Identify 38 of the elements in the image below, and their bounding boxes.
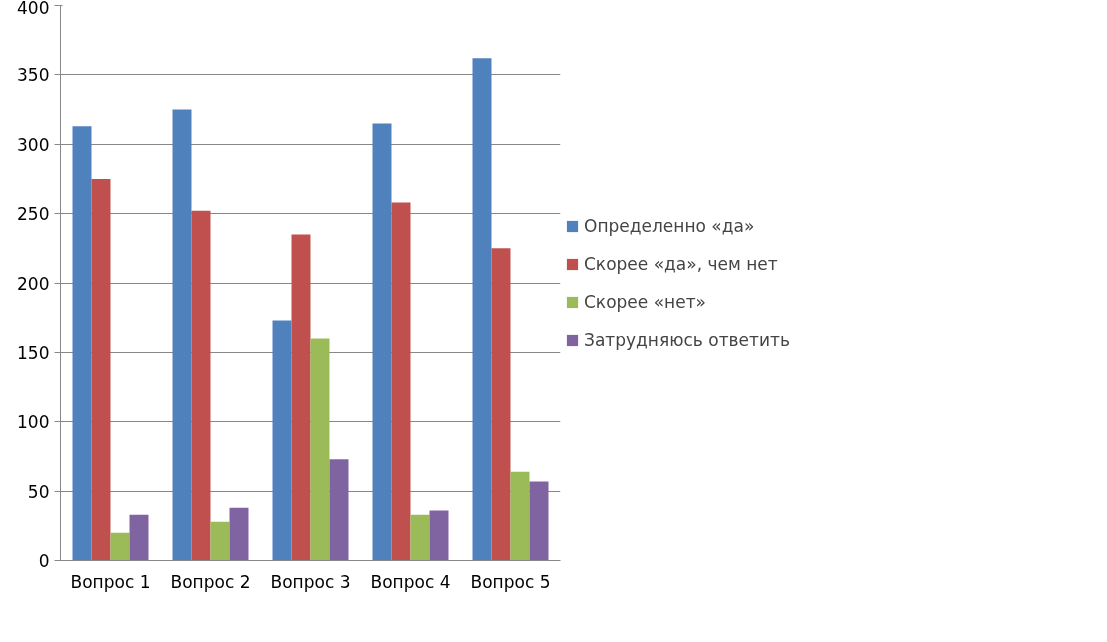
y-tick-label: 200 bbox=[17, 273, 50, 294]
bar bbox=[391, 202, 411, 561]
bar bbox=[491, 248, 511, 561]
x-tick-label: Вопрос 1 bbox=[70, 571, 151, 592]
y-tick-label: 400 bbox=[17, 0, 50, 18]
bar bbox=[291, 234, 311, 561]
x-tick-label: Вопрос 2 bbox=[170, 571, 251, 592]
y-tick-label: 300 bbox=[17, 134, 50, 155]
x-tick-label: Вопрос 3 bbox=[270, 571, 351, 592]
x-tick-label: Вопрос 5 bbox=[470, 571, 551, 592]
legend-label: Затрудняюсь ответить bbox=[584, 329, 790, 350]
bar bbox=[210, 521, 230, 561]
legend-label: Определенно «да» bbox=[584, 215, 755, 236]
legend-label: Скорее «да», чем нет bbox=[584, 253, 778, 274]
bar bbox=[472, 58, 492, 561]
y-tick-label: 0 bbox=[38, 551, 50, 571]
bar bbox=[172, 109, 192, 561]
bar bbox=[72, 126, 92, 561]
bar bbox=[129, 514, 149, 561]
bar bbox=[272, 320, 292, 561]
y-tick-label: 100 bbox=[17, 412, 50, 433]
y-tick-label: 350 bbox=[17, 65, 50, 86]
bar bbox=[329, 459, 349, 561]
y-tick-label: 50 bbox=[27, 481, 50, 502]
y-tick-label: 250 bbox=[17, 204, 50, 225]
legend-label: Скорее «нет» bbox=[584, 291, 706, 312]
bar bbox=[229, 507, 249, 561]
x-tick-label: Вопрос 4 bbox=[370, 571, 451, 592]
bar bbox=[310, 338, 330, 561]
bar bbox=[191, 210, 211, 561]
bar bbox=[410, 514, 430, 561]
bar bbox=[510, 471, 530, 561]
bar bbox=[91, 178, 111, 561]
bar bbox=[372, 123, 392, 561]
bar bbox=[429, 510, 449, 561]
y-tick-label: 150 bbox=[17, 342, 50, 363]
bar bbox=[110, 532, 130, 561]
bar bbox=[529, 481, 549, 561]
